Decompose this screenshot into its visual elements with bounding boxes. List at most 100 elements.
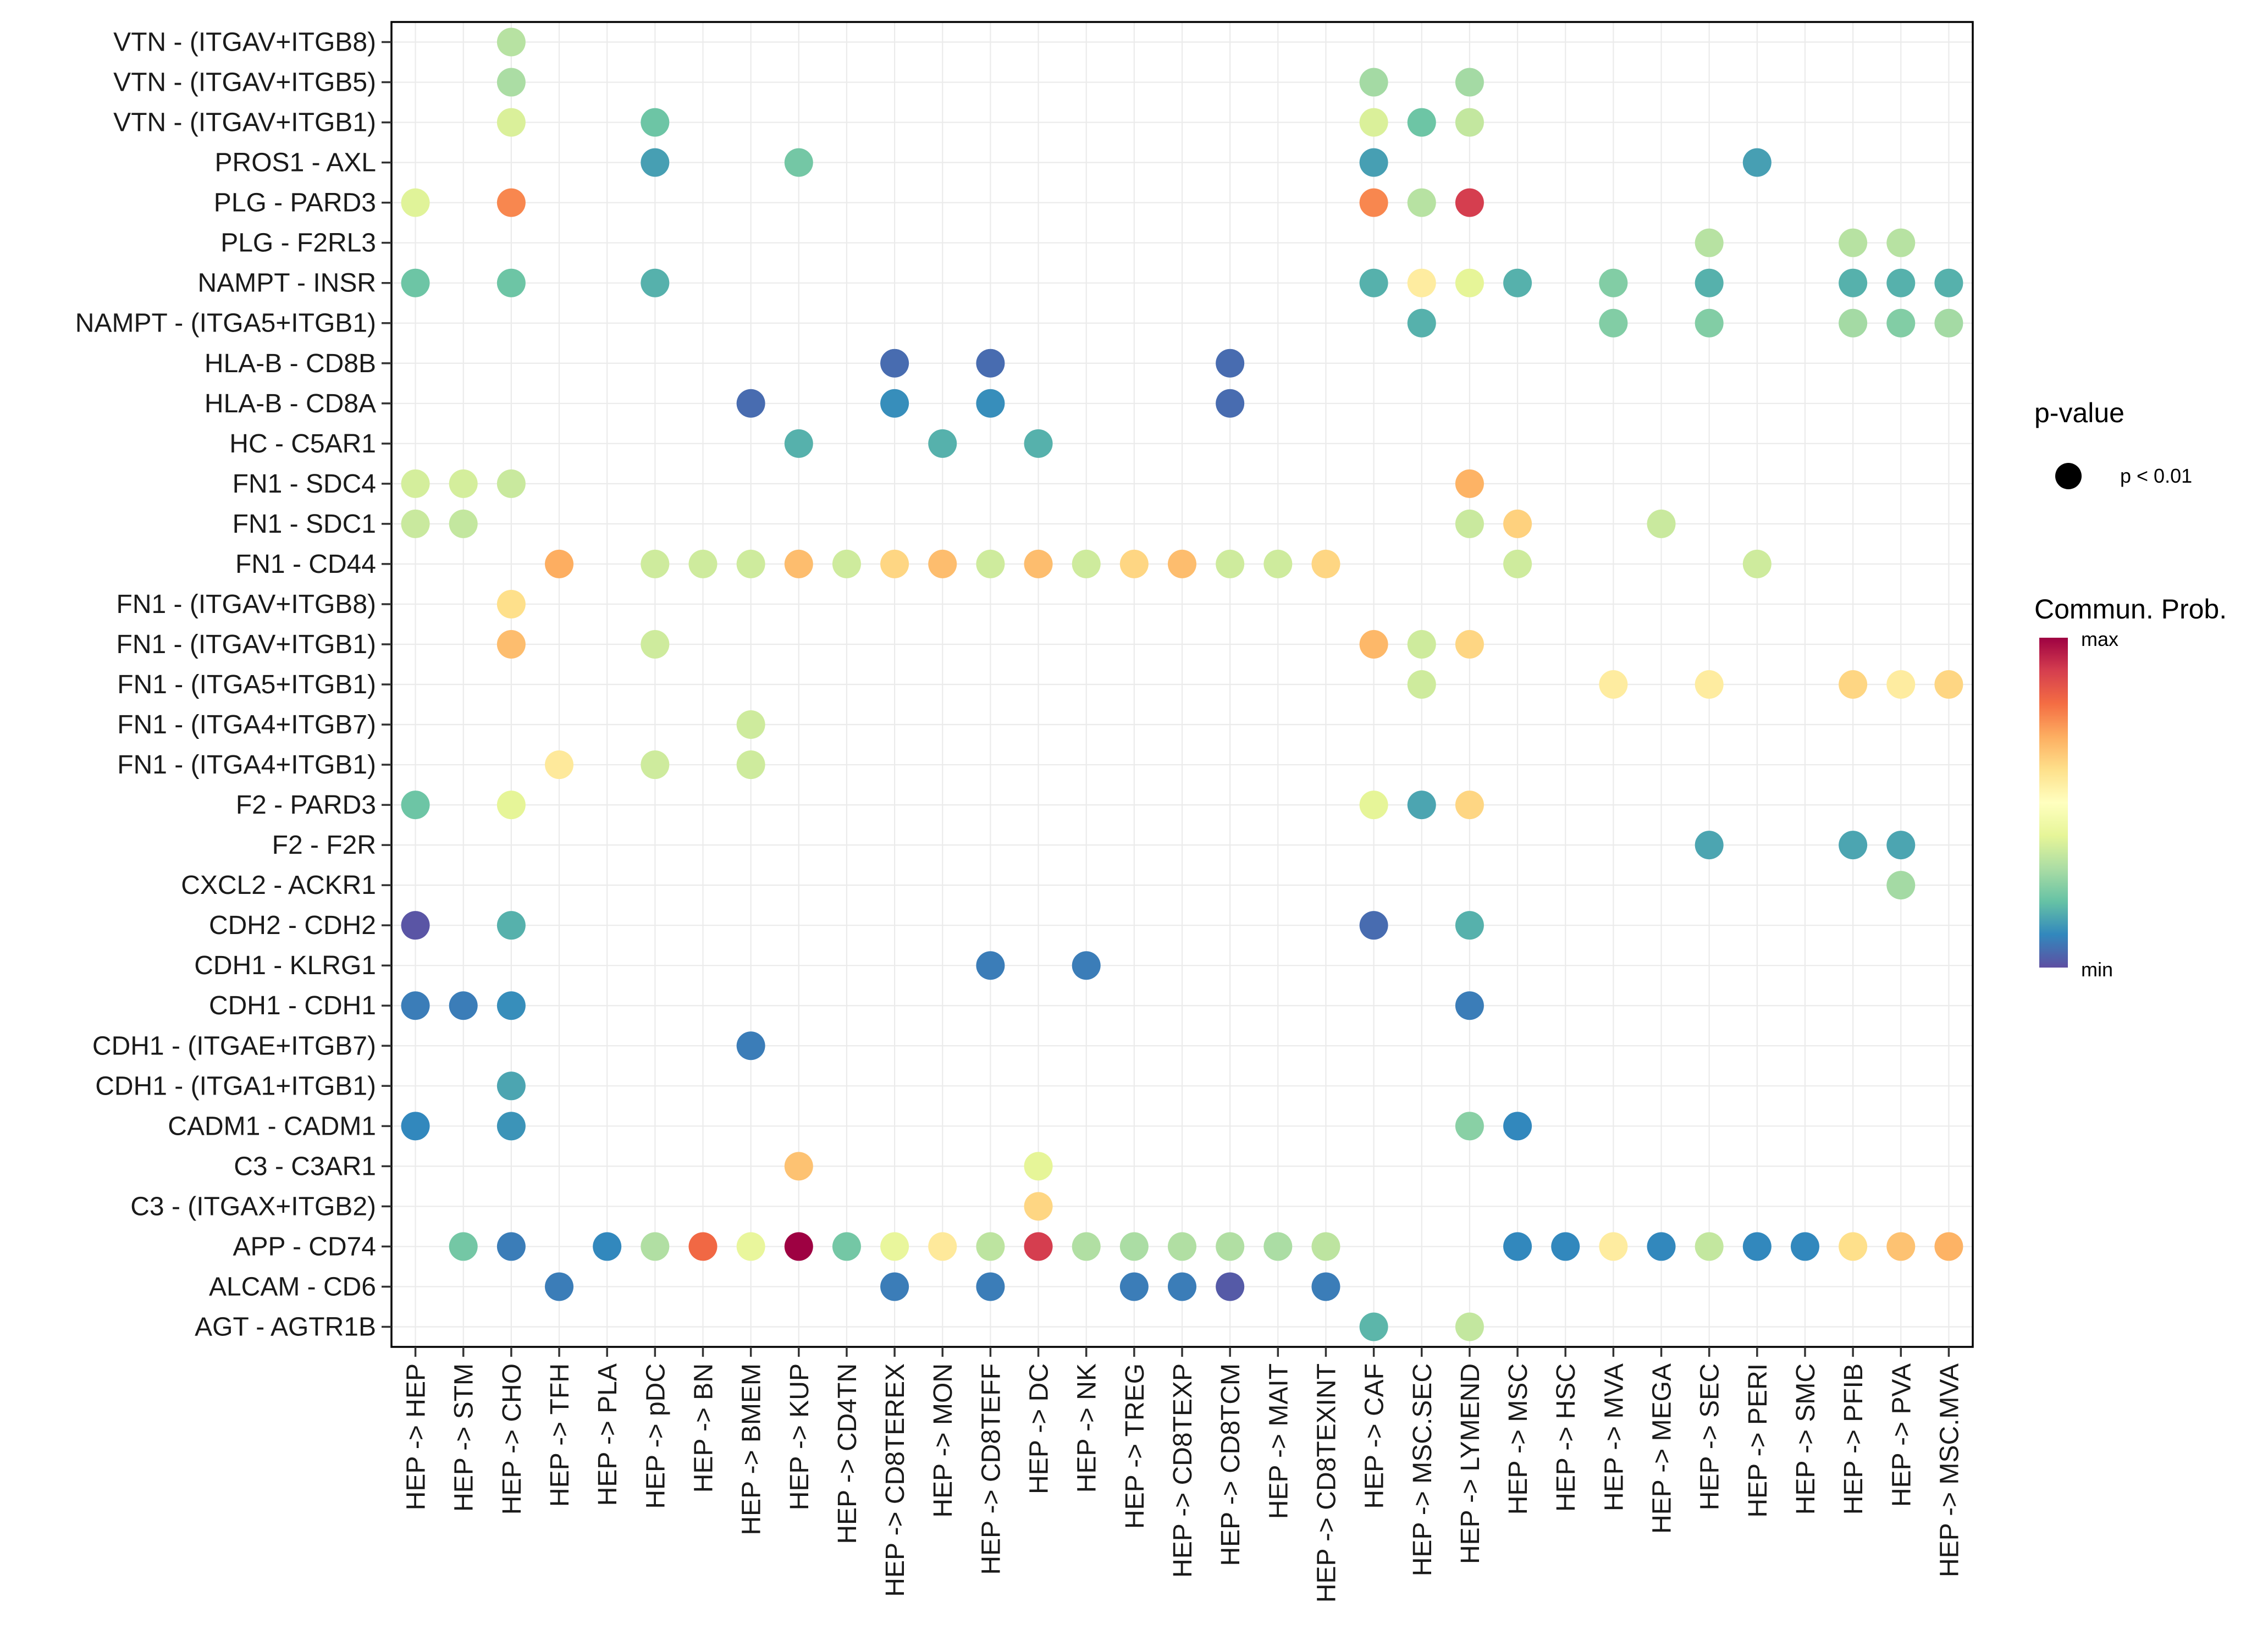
data-point (1359, 268, 1388, 297)
x-tick-label: HEP -> CHO (498, 1363, 527, 1515)
y-tick-label: FN1 - (ITGAV+ITGB1) (117, 630, 377, 659)
data-point (496, 188, 526, 217)
data-point (1407, 268, 1436, 297)
data-point (496, 991, 526, 1020)
x-tick-label: HEP -> MSC.SEC (1408, 1363, 1437, 1576)
y-tick-label: NAMPT - (ITGA5+ITGB1) (75, 309, 376, 338)
data-point (496, 1112, 526, 1141)
data-point (736, 1031, 765, 1060)
data-point (784, 429, 813, 458)
data-point (1934, 308, 1963, 338)
data-point (1695, 831, 1724, 860)
data-point (736, 1232, 765, 1261)
data-point (736, 389, 765, 418)
data-point (1599, 1232, 1628, 1261)
data-point (880, 1272, 909, 1301)
data-point (1455, 188, 1484, 217)
data-point (449, 991, 478, 1020)
data-point (976, 389, 1005, 418)
data-point (496, 911, 526, 940)
data-point (880, 1232, 909, 1261)
data-point (401, 1112, 430, 1141)
y-tick-label: FN1 - SDC4 (233, 469, 376, 499)
data-point (1119, 549, 1149, 578)
data-point (496, 469, 526, 498)
p-value-legend-dot (2055, 463, 2082, 489)
x-tick-label: HEP -> SEC (1696, 1363, 1725, 1510)
x-tick-label: HEP -> PFIB (1839, 1363, 1868, 1515)
data-point (1551, 1232, 1580, 1261)
data-point (1263, 549, 1293, 578)
data-point (880, 389, 909, 418)
data-point (976, 349, 1005, 378)
data-point (545, 1272, 574, 1301)
x-tick-label: HEP -> MSC (1504, 1363, 1533, 1515)
data-point (1359, 629, 1388, 659)
data-point (1742, 549, 1772, 578)
x-tick-label: HEP -> LYMEND (1456, 1363, 1485, 1564)
y-tick-label: CDH1 - (ITGA1+ITGB1) (95, 1071, 376, 1101)
data-point (496, 27, 526, 57)
y-tick-label: PLG - PARD3 (214, 189, 376, 218)
data-point (928, 429, 957, 458)
data-point (976, 1232, 1005, 1261)
data-point (736, 750, 765, 780)
x-tick-label: HEP -> STM (450, 1363, 479, 1512)
y-tick-label: HLA-B - CD8A (205, 389, 376, 418)
data-point (880, 349, 909, 378)
y-tick-label: CDH1 - CDH1 (209, 991, 376, 1020)
data-point (832, 1232, 861, 1261)
data-point (1359, 911, 1388, 940)
data-point (736, 710, 765, 739)
x-tick-label: HEP -> SMC (1791, 1363, 1820, 1515)
x-tick-label: HEP -> HEP (402, 1363, 431, 1510)
data-point (1359, 108, 1388, 137)
y-tick-label: FN1 - (ITGA4+ITGB1) (117, 750, 376, 780)
color-legend: Commun. Prob. max min (2034, 594, 2227, 981)
y-tick-label: CDH1 - (ITGAE+ITGB7) (92, 1031, 376, 1060)
x-tick-label: HEP -> BN (689, 1363, 718, 1493)
y-tick-label: FN1 - (ITGAV+ITGB8) (117, 590, 377, 619)
data-point (1407, 188, 1436, 217)
x-tick-label: HEP -> PLA (593, 1363, 622, 1506)
data-point (1024, 1232, 1053, 1261)
y-tick-label: CXCL2 - ACKR1 (181, 871, 376, 900)
data-point (496, 1232, 526, 1261)
data-point (1503, 268, 1532, 297)
data-point (1311, 1272, 1340, 1301)
data-point (1455, 268, 1484, 297)
data-point (1790, 1232, 1819, 1261)
x-tick-label: HEP -> MVA (1599, 1363, 1629, 1511)
data-point (1024, 1152, 1053, 1181)
color-bar (2039, 638, 2068, 968)
y-tick-label: HC - C5AR1 (229, 429, 376, 458)
x-tick-label: HEP -> BMEM (737, 1363, 766, 1535)
p-value-legend-title: p-value (2034, 397, 2124, 428)
p-value-legend-label: p < 0.01 (2120, 465, 2192, 487)
data-point (401, 469, 430, 498)
data-point (1455, 991, 1484, 1020)
data-point (784, 1232, 813, 1261)
y-tick-label: CDH1 - KLRG1 (194, 951, 376, 980)
data-point (1119, 1272, 1149, 1301)
data-point (1455, 68, 1484, 97)
data-point (1839, 1232, 1868, 1261)
y-tick-label: HLA-B - CD8B (205, 349, 376, 378)
data-point (496, 629, 526, 659)
data-point (1407, 791, 1436, 820)
data-point (1695, 308, 1724, 338)
data-point (449, 469, 478, 498)
data-point (496, 68, 526, 97)
data-point (1934, 268, 1963, 297)
data-point (928, 1232, 957, 1261)
data-point (1216, 549, 1245, 578)
x-tick-label: HEP -> TFH (545, 1363, 575, 1507)
dot-layer (401, 27, 1963, 1341)
data-point (1024, 549, 1053, 578)
x-tick-label: HEP -> MEGA (1648, 1363, 1677, 1534)
data-point (1359, 791, 1388, 820)
data-point (1503, 549, 1532, 578)
data-point (1599, 670, 1628, 699)
data-point (1407, 629, 1436, 659)
